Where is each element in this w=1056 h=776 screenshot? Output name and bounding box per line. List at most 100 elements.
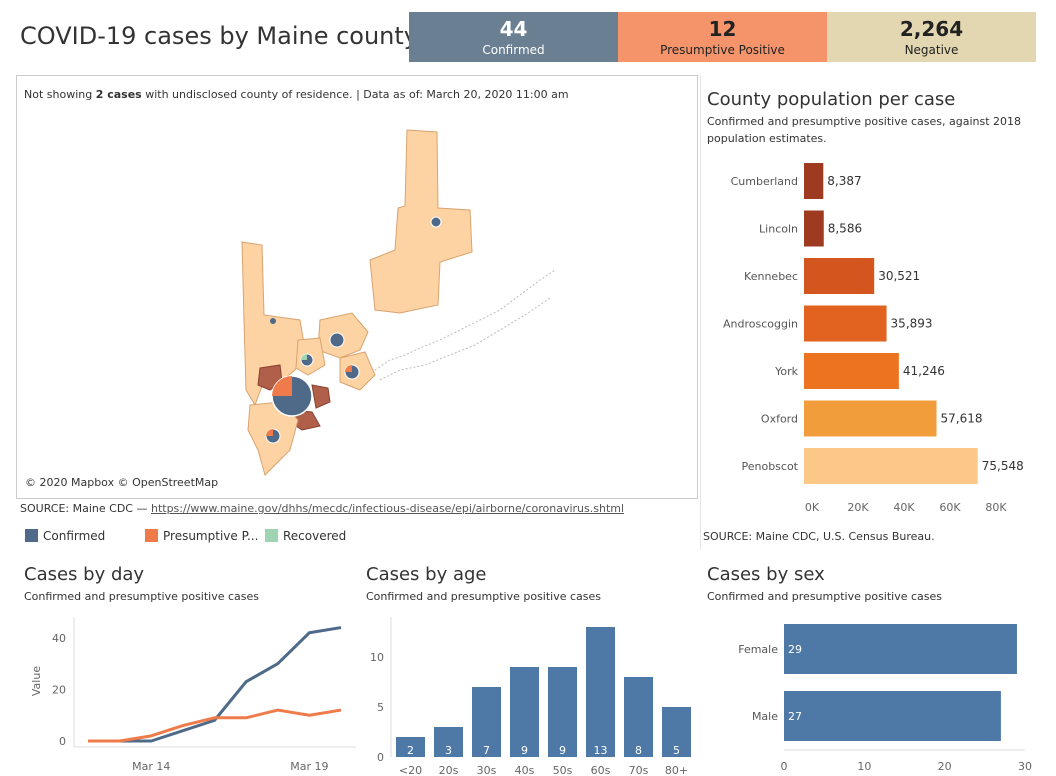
kpi-confirmed[interactable]: 44 Confirmed	[409, 12, 618, 62]
bar[interactable]	[784, 624, 1017, 674]
legend-label: Recovered	[283, 529, 347, 543]
series-line[interactable]	[88, 626, 342, 743]
population-chart[interactable]: Cumberland 8,387 Lincoln 8,586 Kennebec 30,52…	[700, 155, 1050, 525]
population-subtitle-line1: Confirmed and presumptive positive cases…	[707, 115, 1022, 128]
map-note: Not showing 2 cases with undisclosed cou…	[24, 88, 569, 101]
legend-item-recovered[interactable]: Recovered	[265, 529, 346, 543]
by-sex-title: Cases by sex	[707, 564, 825, 585]
bar[interactable]	[662, 707, 691, 757]
bar-value-label: 30,521	[878, 269, 920, 283]
bar-label: Male	[752, 710, 778, 723]
bar[interactable]	[586, 627, 615, 757]
bar-label: Oxford	[761, 413, 798, 426]
x-tick-label: 20	[938, 760, 952, 773]
kpi-presumptive-label: Presumptive Positive	[660, 43, 785, 57]
bar[interactable]	[804, 305, 887, 342]
legend-item-confirmed[interactable]: Confirmed	[25, 529, 105, 543]
kpi-negative[interactable]: 2,264 Negative	[827, 12, 1036, 62]
map-note-suffix: with undisclosed county of residence. | …	[141, 88, 427, 101]
bar-value-label: 8,387	[827, 174, 861, 188]
x-tick-label: 60K	[939, 501, 961, 514]
bar[interactable]	[804, 353, 899, 389]
county-marker[interactable]	[270, 318, 276, 324]
bar-label: Cumberland	[731, 175, 798, 188]
bar-label: Female	[738, 643, 778, 656]
x-tick-label: 0K	[805, 501, 820, 514]
x-tick-label: 10	[857, 760, 871, 773]
bar-value-label: 5	[673, 744, 680, 757]
county-map[interactable]	[200, 120, 580, 500]
y-tick-label: 20	[52, 683, 66, 696]
bar[interactable]	[784, 691, 1001, 741]
bar[interactable]	[434, 727, 463, 757]
by-age-chart[interactable]: 0 5 10 2 <20 3 20s 7 30s 9 40s 9 50s 13 60s 8 70s 5 80+	[360, 615, 700, 775]
by-sex-chart[interactable]: Female 29 Male 27 0 10 20 30	[700, 615, 1050, 775]
y-tick-label: 10	[370, 651, 384, 664]
series-line[interactable]	[88, 708, 342, 743]
x-tick-label: 0	[781, 760, 788, 773]
population-subtitle-line2: population estimates.	[707, 132, 827, 145]
bar[interactable]	[624, 677, 653, 757]
x-tick-label: 30s	[477, 764, 497, 775]
bar-value-label: 9	[559, 744, 566, 757]
legend-item-presumptive[interactable]: Presumptive P...	[145, 529, 258, 543]
bar-value-label: 75,548	[982, 459, 1024, 473]
y-tick-label: 5	[377, 701, 384, 714]
bar-value-label: 13	[594, 744, 608, 757]
county-marker[interactable]	[329, 332, 345, 348]
kpi-negative-value: 2,264	[899, 17, 964, 41]
bar-value-label: 2	[407, 744, 414, 757]
county-marker-presumptive	[266, 429, 273, 436]
map-note-date: March 20, 2020 11:00 am	[426, 88, 569, 101]
bar-label: Kennebec	[744, 270, 798, 283]
bar[interactable]	[804, 210, 824, 247]
legend-swatch	[265, 529, 278, 542]
kpi-presumptive[interactable]: 12 Presumptive Positive	[618, 12, 827, 62]
x-tick-label: Mar 19	[290, 760, 328, 773]
county-marker[interactable]	[430, 216, 442, 228]
x-tick-label: Mar 14	[132, 760, 170, 773]
bar-value-label: 41,246	[903, 364, 945, 378]
bar[interactable]	[472, 687, 501, 757]
bar-value-label: 35,893	[891, 317, 933, 331]
legend-label: Presumptive P...	[163, 529, 259, 543]
bar-label: Penobscot	[741, 460, 798, 473]
by-day-chart[interactable]: 0 20 40 Value Mar 14 Mar 19	[16, 615, 356, 775]
y-tick-label: 0	[59, 735, 66, 748]
bar[interactable]	[804, 258, 875, 294]
county-shape[interactable]	[369, 129, 473, 314]
bar[interactable]	[804, 400, 937, 437]
kpi-presumptive-value: 12	[708, 17, 737, 41]
map-attribution: © 2020 Mapbox © OpenStreetMap	[25, 476, 219, 489]
map-note-prefix: Not showing	[24, 88, 96, 101]
map-note-bold: 2 cases	[95, 88, 142, 101]
bar[interactable]	[804, 163, 824, 199]
bar[interactable]	[804, 448, 978, 484]
by-age-title: Cases by age	[366, 564, 487, 585]
x-tick-label: 40s	[515, 764, 535, 775]
x-tick-label: 80+	[665, 764, 688, 775]
y-tick-label: 0	[377, 751, 384, 764]
bar-value-label: 29	[788, 643, 802, 656]
kpi-confirmed-value: 44	[499, 17, 528, 41]
kpi-confirmed-label: Confirmed	[482, 43, 545, 57]
bar[interactable]	[510, 667, 539, 757]
bar-value-label: 27	[788, 710, 802, 723]
by-day-subtitle: Confirmed and presumptive positive cases	[24, 590, 260, 603]
x-tick-label: 70s	[629, 764, 649, 775]
x-tick-label: 60s	[591, 764, 611, 775]
county-shape[interactable]	[311, 384, 331, 409]
map-source-link[interactable]: https://www.maine.gov/dhhs/mecdc/infecti…	[150, 502, 625, 515]
x-tick-label: 50s	[553, 764, 573, 775]
bar[interactable]	[396, 737, 425, 757]
y-axis-label: Value	[30, 666, 43, 696]
bar-label: Lincoln	[759, 223, 798, 236]
map-panel[interactable]	[16, 75, 698, 499]
coastline	[374, 269, 556, 381]
bar[interactable]	[548, 667, 577, 757]
bar-value-label: 7	[483, 744, 490, 757]
bar-label: York	[774, 365, 799, 378]
bar-label: Androscoggin	[723, 318, 798, 331]
legend-swatch	[25, 529, 38, 542]
by-age-subtitle: Confirmed and presumptive positive cases	[366, 590, 602, 603]
